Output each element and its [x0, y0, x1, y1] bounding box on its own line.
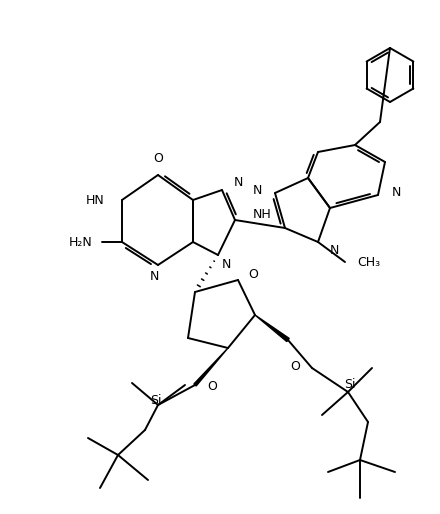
- Text: N: N: [234, 175, 243, 189]
- Text: Si: Si: [344, 377, 356, 391]
- Text: O: O: [290, 359, 300, 373]
- Text: CH₃: CH₃: [357, 255, 380, 268]
- Polygon shape: [255, 315, 289, 342]
- Text: N: N: [392, 187, 401, 199]
- Text: N: N: [330, 244, 339, 256]
- Text: N: N: [222, 259, 231, 271]
- Text: N: N: [253, 185, 262, 197]
- Text: H₂N: H₂N: [68, 235, 92, 248]
- Text: O: O: [248, 268, 258, 282]
- Text: O: O: [207, 380, 217, 394]
- Polygon shape: [194, 348, 228, 386]
- Text: O: O: [153, 153, 163, 166]
- Text: NH: NH: [253, 208, 271, 221]
- Text: N: N: [149, 270, 159, 284]
- Text: Si: Si: [150, 394, 162, 407]
- Text: HN: HN: [85, 193, 104, 207]
